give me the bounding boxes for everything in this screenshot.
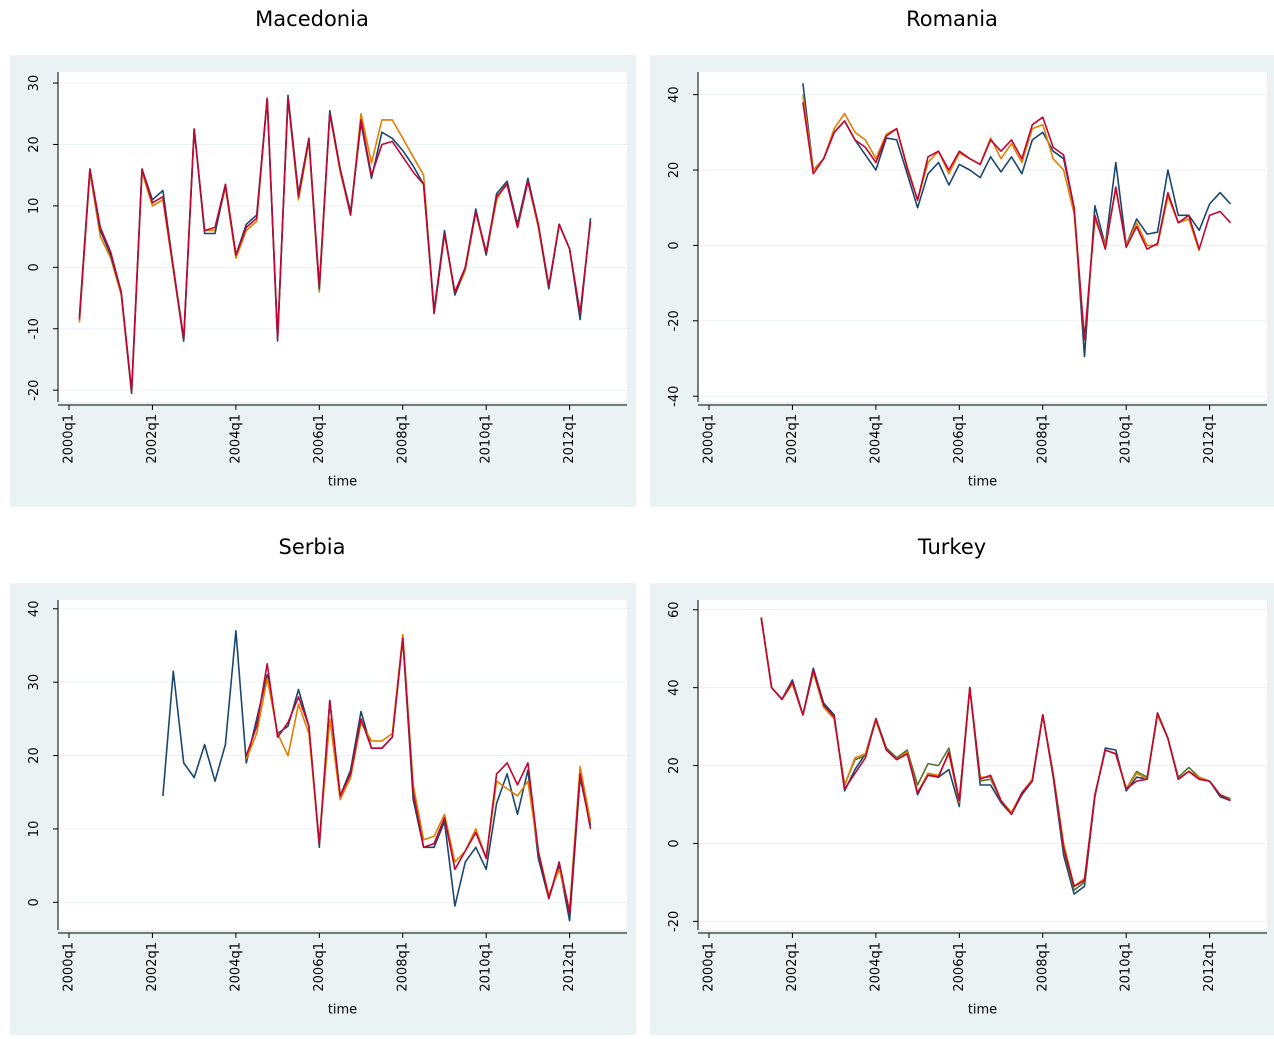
- y-tick-label: 20: [27, 136, 42, 153]
- x-tick-label: 2010q1: [479, 414, 494, 464]
- panel: Turkey -20 0 20 40 60 2000q1 2002q1 2004q1 2006q1…: [650, 535, 1274, 1035]
- series-line: [78, 97, 592, 391]
- plot-area: [58, 72, 627, 402]
- panel: Macedonia -20 -10 0 10 20 30 2000q1 2002q1 2004q1…: [10, 7, 636, 507]
- y-tick-label: -10: [27, 318, 42, 339]
- x-tick-label: 2004q1: [228, 414, 243, 464]
- x-tick-label: 2006q1: [952, 942, 967, 992]
- x-tick-label: 2000q1: [62, 414, 77, 464]
- y-tick-label: 0: [667, 241, 682, 249]
- x-tick-label: 2012q1: [1202, 414, 1217, 464]
- series-line: [245, 637, 592, 915]
- x-tick-label: 2008q1: [1035, 414, 1050, 464]
- y-tick-label: 40: [27, 601, 42, 618]
- x-tick-label: 2002q1: [785, 414, 800, 464]
- series-line: [760, 617, 1231, 888]
- x-tick-label: 2008q1: [395, 414, 410, 464]
- x-tick-label: 2006q1: [312, 414, 327, 464]
- y-tick-label: 0: [27, 898, 42, 906]
- x-tick-label: 2000q1: [702, 414, 717, 464]
- x-tick-label: 2012q1: [562, 942, 577, 992]
- x-tick-label: 2008q1: [395, 942, 410, 992]
- x-tick-label: 2008q1: [1035, 942, 1050, 992]
- panel-title: Turkey: [917, 535, 986, 559]
- x-tick-label: 2002q1: [145, 414, 160, 464]
- x-tick-label: 2004q1: [868, 414, 883, 464]
- x-tick-label: 2004q1: [868, 942, 883, 992]
- plot-area: [698, 600, 1267, 930]
- x-tick-label: 2010q1: [1119, 942, 1134, 992]
- y-tick-label: -40: [667, 386, 682, 407]
- x-tick-label: 2002q1: [785, 942, 800, 992]
- x-tick-label: 2002q1: [145, 942, 160, 992]
- y-tick-label: 40: [667, 86, 682, 103]
- plot-area: [698, 72, 1267, 402]
- x-axis-title: time: [328, 1003, 357, 1018]
- y-tick-label: 20: [667, 162, 682, 179]
- x-tick-label: 2010q1: [479, 942, 494, 992]
- y-tick-label: 0: [27, 263, 42, 271]
- y-tick-label: -20: [667, 911, 682, 932]
- x-tick-label: 2010q1: [1119, 414, 1134, 464]
- y-tick-label: 30: [27, 75, 42, 92]
- panel: Serbia 0 10 20 30 40 2000q1 2002q1 2004q1 2006q1 2…: [10, 535, 636, 1035]
- x-tick-label: 2004q1: [228, 942, 243, 992]
- y-tick-label: 40: [667, 679, 682, 696]
- panel: Romania -40 -20 0 20 40 2000q1 2002q1 2004q1 2006…: [650, 7, 1274, 507]
- y-tick-label: 30: [27, 674, 42, 691]
- x-axis-title: time: [328, 475, 357, 490]
- series-line: [802, 83, 1232, 358]
- y-tick-label: 60: [667, 601, 682, 618]
- series-line: [802, 94, 1200, 341]
- plot-area: [58, 600, 627, 930]
- y-tick-label: 20: [27, 747, 42, 764]
- panel-title: Macedonia: [255, 7, 369, 31]
- y-tick-label: 10: [27, 821, 42, 838]
- panel-title: Serbia: [279, 535, 346, 559]
- x-tick-label: 2012q1: [1202, 942, 1217, 992]
- x-axis-title: time: [968, 475, 997, 490]
- y-tick-label: 0: [667, 839, 682, 847]
- y-tick-label: -20: [667, 310, 682, 331]
- panel-title: Romania: [906, 7, 998, 31]
- x-tick-label: 2012q1: [562, 414, 577, 464]
- series-line: [245, 633, 592, 911]
- x-tick-label: 2000q1: [702, 942, 717, 992]
- x-tick-label: 2000q1: [62, 942, 77, 992]
- x-tick-label: 2006q1: [312, 942, 327, 992]
- y-tick-label: 10: [27, 198, 42, 215]
- x-axis-title: time: [968, 1003, 997, 1018]
- y-tick-label: 20: [667, 757, 682, 774]
- y-tick-label: -20: [27, 380, 42, 401]
- series-line: [802, 102, 1232, 341]
- x-tick-label: 2006q1: [952, 414, 967, 464]
